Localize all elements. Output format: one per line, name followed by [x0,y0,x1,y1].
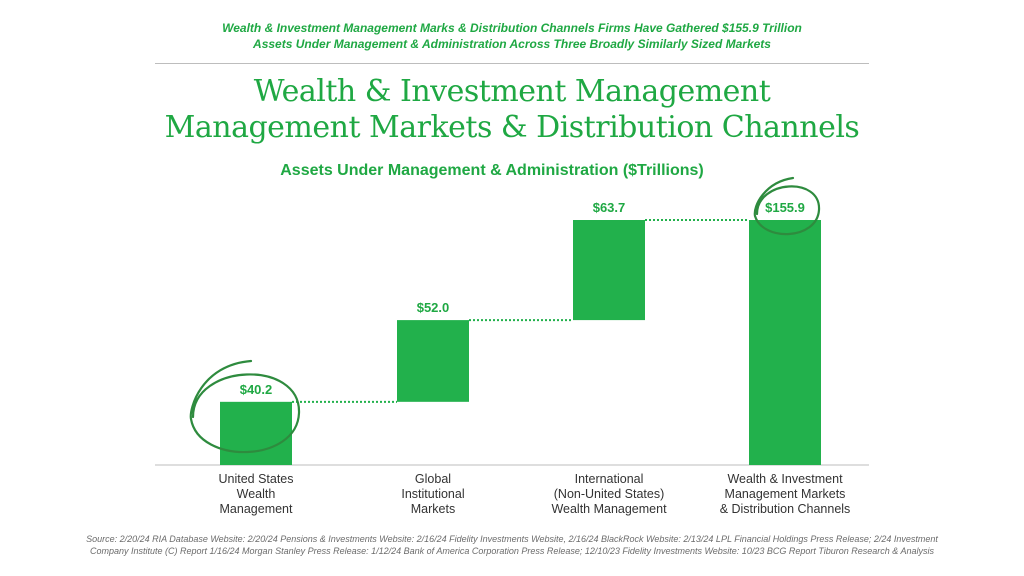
data-label: $63.7 [593,200,626,215]
header-divider [155,63,869,64]
category-label: United States [218,472,293,486]
chart-title-line-2: Management Markets & Distribution Channe… [164,110,860,145]
category-label: Wealth & Investment [727,472,843,486]
subtitle-line-1: Wealth & Investment Management Marks & D… [222,21,802,35]
subtitle: Wealth & Investment Management Marks & D… [0,20,1024,52]
bar [397,320,469,402]
axis-caption: Assets Under Management & Administration… [280,162,704,179]
category-label: Markets [411,502,455,516]
category-label: & Distribution Channels [720,502,851,516]
category-label: (Non-United States) [554,487,664,501]
source-line-1: Source: 2/20/24 RIA Database Website: 2/… [86,534,938,544]
bar [220,401,292,465]
data-label: $155.9 [765,200,805,215]
category-label: Wealth [237,487,276,501]
highlight-circle [189,359,301,454]
data-label: $52.0 [417,300,450,315]
category-label: Management Markets [725,487,846,501]
source-note: Source: 2/20/24 RIA Database Website: 2/… [0,533,1024,557]
source-line-2: Company Institute (C) Report 1/16/24 Mor… [89,546,934,556]
category-label: Global [415,472,451,486]
subtitle-line-2: Assets Under Management & Administration… [253,37,771,51]
chart-title: Wealth & Investment Management Managemen… [0,74,1024,146]
category-label: International [575,472,644,486]
bar [573,220,645,321]
category-label: Wealth Management [551,502,667,516]
category-label: Institutional [401,487,464,501]
data-label: $40.2 [240,382,273,397]
bar [749,220,821,465]
highlight-circle [753,176,821,236]
chart-title-line-1: Wealth & Investment Management [253,74,771,109]
category-label: Management [220,502,293,516]
